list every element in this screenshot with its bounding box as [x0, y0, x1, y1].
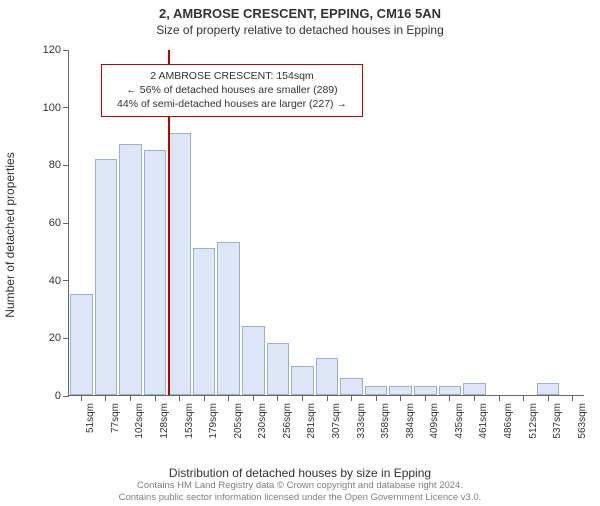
histogram-bar [291, 366, 314, 395]
x-tick-label: 512sqm [528, 403, 539, 439]
histogram-bar [340, 378, 363, 395]
x-tick-label: 563sqm [577, 403, 588, 439]
x-tick [130, 395, 131, 401]
histogram-bar [144, 150, 167, 395]
x-tick-label: 486sqm [503, 403, 514, 439]
histogram-bar [389, 386, 412, 395]
histogram-bar [217, 242, 240, 395]
x-tick-label: 409sqm [429, 403, 440, 439]
x-tick-label: 358sqm [380, 403, 391, 439]
annotation-box: 2 AMBROSE CRESCENT: 154sqm ← 56% of deta… [101, 64, 363, 117]
y-tick [63, 107, 69, 108]
y-axis-title: Number of detached properties [3, 152, 17, 317]
x-tick-label: 205sqm [233, 403, 244, 439]
y-tick-label: 40 [49, 275, 61, 287]
x-tick-label: 102sqm [134, 403, 145, 439]
histogram-bar [365, 386, 388, 395]
x-tick [253, 395, 254, 401]
x-tick [572, 395, 573, 401]
y-tick-label: 60 [49, 217, 61, 229]
x-tick [277, 395, 278, 401]
x-tick [204, 395, 205, 401]
x-tick [523, 395, 524, 401]
y-tick [63, 280, 69, 281]
x-axis-title: Distribution of detached houses by size … [169, 466, 431, 480]
x-tick-label: 461sqm [478, 403, 489, 439]
histogram-bar [168, 133, 191, 395]
histogram-bar [267, 343, 290, 395]
y-tick [63, 50, 69, 51]
histogram-bar [119, 144, 142, 395]
y-tick [63, 223, 69, 224]
x-tick-label: 307sqm [331, 403, 342, 439]
x-tick-label: 153sqm [184, 403, 195, 439]
x-tick [351, 395, 352, 401]
footer-line-1: Contains HM Land Registry data © Crown c… [0, 480, 600, 492]
x-tick [376, 395, 377, 401]
histogram-bar [414, 386, 437, 395]
y-tick-label: 100 [43, 102, 61, 114]
annotation-line-2: ← 56% of detached houses are smaller (28… [110, 83, 354, 97]
x-tick [400, 395, 401, 401]
y-tick [63, 165, 69, 166]
x-tick-label: 384sqm [405, 403, 416, 439]
histogram-bar [463, 383, 486, 395]
y-tick-label: 20 [49, 332, 61, 344]
x-tick-label: 51sqm [85, 403, 96, 433]
y-tick-label: 120 [43, 44, 61, 56]
x-tick [155, 395, 156, 401]
y-tick [63, 338, 69, 339]
x-tick-label: 77sqm [110, 403, 121, 433]
title-sub: Size of property relative to detached ho… [0, 23, 600, 37]
x-tick [449, 395, 450, 401]
y-tick-label: 0 [55, 390, 61, 402]
x-tick-label: 128sqm [159, 403, 170, 439]
x-tick-label: 435sqm [454, 403, 465, 439]
footer-line-2: Contains public sector information licen… [0, 492, 600, 504]
y-tick-label: 80 [49, 159, 61, 171]
histogram-bar [193, 248, 216, 395]
x-tick [302, 395, 303, 401]
title-main: 2, AMBROSE CRESCENT, EPPING, CM16 5AN [0, 6, 600, 21]
annotation-line-3: 44% of semi-detached houses are larger (… [110, 97, 354, 111]
histogram-bar [95, 159, 118, 395]
x-tick-label: 281sqm [306, 403, 317, 439]
footer-attribution: Contains HM Land Registry data © Crown c… [0, 480, 600, 504]
histogram-bar [70, 294, 93, 395]
plot-area: 2 AMBROSE CRESCENT: 154sqm ← 56% of deta… [68, 50, 584, 396]
x-tick-label: 256sqm [282, 403, 293, 439]
x-tick [81, 395, 82, 401]
histogram-bar [316, 358, 339, 395]
x-tick [425, 395, 426, 401]
x-tick [548, 395, 549, 401]
histogram-bar [242, 326, 265, 395]
x-tick-label: 537sqm [552, 403, 563, 439]
histogram-bar [537, 383, 560, 395]
histogram-bar [439, 386, 462, 395]
x-tick [105, 395, 106, 401]
x-tick [228, 395, 229, 401]
x-tick-label: 230sqm [257, 403, 268, 439]
x-tick [327, 395, 328, 401]
y-tick [63, 396, 69, 397]
chart-region: Number of detached properties 2 AMBROSE … [44, 50, 584, 420]
x-tick-label: 333sqm [356, 403, 367, 439]
x-tick-label: 179sqm [208, 403, 219, 439]
x-tick [179, 395, 180, 401]
x-tick [474, 395, 475, 401]
annotation-line-1: 2 AMBROSE CRESCENT: 154sqm [110, 69, 354, 83]
x-tick [499, 395, 500, 401]
